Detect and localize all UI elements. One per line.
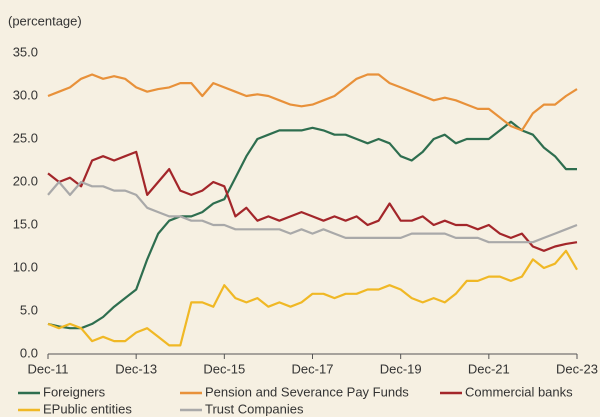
chart-title: (percentage) <box>8 13 82 28</box>
x-tick-label: Dec-19 <box>380 361 422 376</box>
x-tick-label: Dec-15 <box>203 361 245 376</box>
y-tick-label: 25.0 <box>13 130 38 145</box>
x-tick-label: Dec-13 <box>115 361 157 376</box>
y-tick-label: 35.0 <box>13 44 38 59</box>
legend-label: Commercial banks <box>465 384 573 399</box>
legend-label: Pension and Severance Pay Funds <box>205 384 409 399</box>
line <box>47 249 578 347</box>
line <box>47 150 578 252</box>
x-tick-label: Dec-23 <box>556 361 598 376</box>
legend-label: Foreigners <box>43 384 106 399</box>
y-tick-label: 15.0 <box>13 216 38 231</box>
y-tick-label: 30.0 <box>13 87 38 102</box>
legend-label: EPublic entities <box>43 401 132 416</box>
y-tick-label: 5.0 <box>20 302 38 317</box>
y-tick-label: 20.0 <box>13 173 38 188</box>
legend-label: Trust Companies <box>205 401 304 416</box>
y-tick-label: 0.0 <box>20 345 38 360</box>
x-tick-label: Dec-11 <box>28 361 69 376</box>
line <box>47 73 578 132</box>
x-tick-label: Dec-17 <box>292 361 334 376</box>
x-tick-label: Dec-21 <box>468 361 510 376</box>
line <box>47 180 578 244</box>
y-tick-label: 10.0 <box>13 259 38 274</box>
line <box>47 120 577 330</box>
